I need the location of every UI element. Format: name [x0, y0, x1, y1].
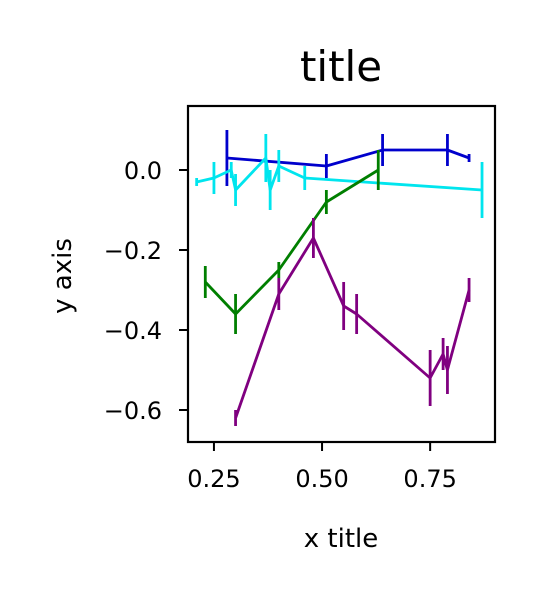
series-2	[203, 150, 380, 334]
series-1	[195, 134, 484, 218]
series-line	[204, 168, 380, 316]
x-tick-label: 0.25	[187, 465, 240, 493]
series-3	[234, 218, 471, 426]
y-tick-label: 0.0	[124, 157, 162, 185]
chart-title: title	[300, 42, 382, 91]
series-line	[234, 236, 471, 419]
x-axis: 0.25 0.50 0.75	[187, 442, 457, 493]
y-tick-label: −0.6	[104, 397, 162, 425]
y-axis-title: y axis	[48, 238, 78, 314]
series-line	[226, 148, 470, 168]
series-0	[225, 130, 471, 186]
plot-area	[195, 130, 484, 426]
y-tick-label: −0.2	[104, 237, 162, 265]
plot-frame	[186, 104, 497, 444]
y-tick-label: −0.4	[104, 317, 162, 345]
y-axis: 0.0 −0.2 −0.4 −0.6	[104, 157, 188, 425]
x-axis-title: x title	[304, 524, 378, 554]
x-tick-label: 0.50	[295, 465, 348, 493]
x-tick-label: 0.75	[403, 465, 456, 493]
